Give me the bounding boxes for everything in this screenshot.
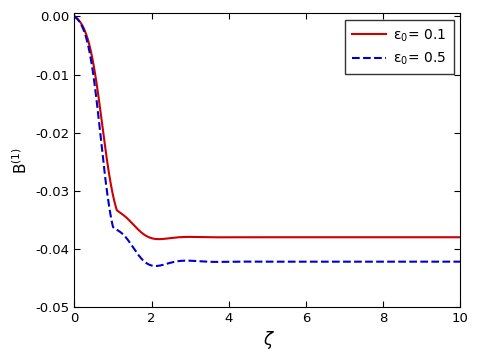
ε$_0$= 0.1	[156, 237, 162, 241]
Line: ε$_0$= 0.1: ε$_0$= 0.1	[74, 16, 460, 239]
ε$_0$= 0.5	[389, 260, 395, 264]
Legend: ε$_0$= 0.1, ε$_0$= 0.5: ε$_0$= 0.1, ε$_0$= 0.5	[345, 20, 454, 74]
ε$_0$= 0.1	[303, 235, 309, 239]
ε$_0$= 0.1	[389, 235, 395, 239]
ε$_0$= 0.5	[72, 14, 77, 18]
ε$_0$= 0.5	[303, 260, 309, 264]
ε$_0$= 0.1	[457, 235, 463, 239]
X-axis label: ζ: ζ	[263, 331, 272, 349]
Y-axis label: B$^{(1)}$: B$^{(1)}$	[11, 147, 30, 174]
ε$_0$= 0.5	[457, 260, 463, 264]
ε$_0$= 0.5	[323, 260, 328, 264]
ε$_0$= 0.5	[153, 264, 158, 268]
ε$_0$= 0.5	[142, 260, 147, 264]
ε$_0$= 0.5	[360, 260, 365, 264]
ε$_0$= 0.1	[142, 233, 147, 237]
ε$_0$= 0.1	[360, 235, 365, 239]
Line: ε$_0$= 0.5: ε$_0$= 0.5	[74, 16, 460, 266]
ε$_0$= 0.1	[72, 14, 77, 18]
ε$_0$= 0.5	[219, 260, 225, 264]
ε$_0$= 0.1	[219, 235, 225, 239]
ε$_0$= 0.1	[323, 235, 328, 239]
